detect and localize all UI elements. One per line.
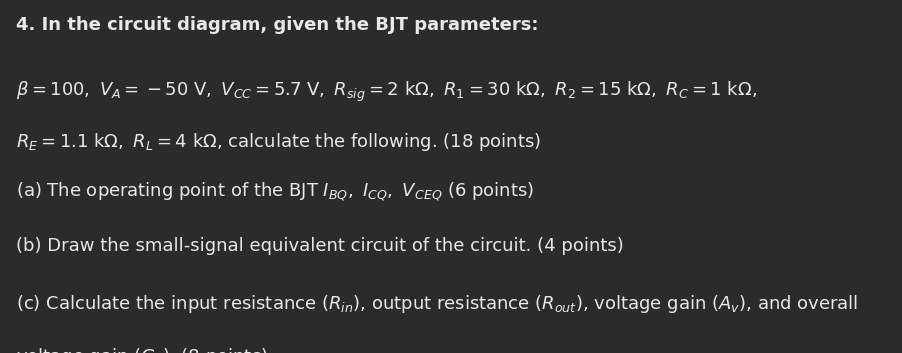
Text: (c) Calculate the input resistance ($R_{in}$), output resistance ($R_{out}$), vo: (c) Calculate the input resistance ($R_{…: [16, 293, 858, 315]
Text: (a) The operating point of the BJT $I_{BQ},\ I_{CQ},\ V_{CEQ}$ (6 points): (a) The operating point of the BJT $I_{B…: [16, 180, 534, 203]
Text: $\beta = 100,\ V_A = -50\ \mathrm{V},\ V_{CC} = 5.7\ \mathrm{V},\ R_{sig} = 2\ \: $\beta = 100,\ V_A = -50\ \mathrm{V},\ V…: [16, 79, 757, 104]
Text: 4. In the circuit diagram, given the BJT parameters:: 4. In the circuit diagram, given the BJT…: [16, 16, 538, 34]
Text: $R_E = 1.1\ \mathrm{k\Omega},\ R_L = 4\ \mathrm{k\Omega}$, calculate the followi: $R_E = 1.1\ \mathrm{k\Omega},\ R_L = 4\ …: [16, 131, 540, 152]
Text: (b) Draw the small-signal equivalent circuit of the circuit. (4 points): (b) Draw the small-signal equivalent cir…: [16, 237, 623, 255]
Text: voltage gain ($G_v$). (8 points): voltage gain ($G_v$). (8 points): [16, 346, 268, 353]
